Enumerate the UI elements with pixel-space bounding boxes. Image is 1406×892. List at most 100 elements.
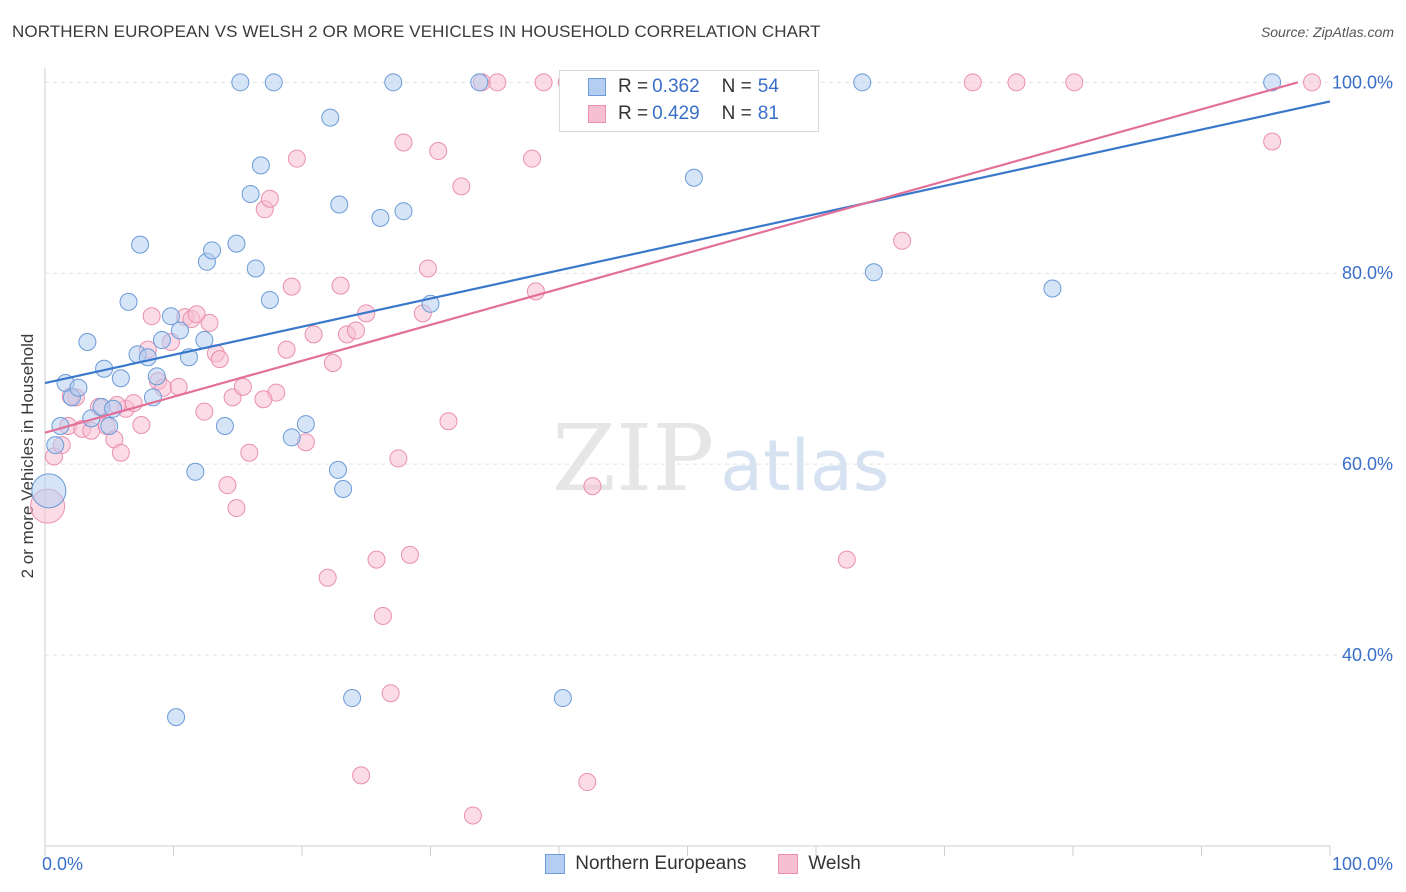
point-northern-europeans — [215, 416, 234, 435]
point-northern-europeans — [147, 367, 166, 386]
point-welsh — [111, 443, 130, 462]
point-welsh — [488, 73, 507, 92]
point-northern-europeans — [161, 307, 180, 326]
point-northern-europeans — [394, 202, 413, 221]
point-welsh — [218, 476, 237, 495]
stats-row-northern-europeans: R = 0.362 N = 54 — [560, 74, 779, 100]
point-northern-europeans — [241, 185, 260, 204]
point-welsh — [381, 684, 400, 703]
y-tick-label: 60.0% — [1342, 454, 1393, 474]
point-northern-europeans — [251, 156, 270, 175]
point-northern-europeans — [1043, 279, 1062, 298]
n-value: 54 — [757, 76, 779, 97]
point-northern-europeans — [321, 108, 340, 127]
legend-item-northern-europeans[interactable]: Northern Europeans — [545, 853, 746, 875]
point-northern-europeans — [334, 479, 353, 498]
x-tick-label: 100.0% — [1332, 854, 1393, 874]
y-tick-label: 100.0% — [1332, 72, 1393, 92]
point-northern-europeans — [131, 235, 150, 254]
point-welsh — [323, 353, 342, 372]
point-northern-europeans — [167, 708, 186, 727]
point-northern-europeans — [384, 73, 403, 92]
point-welsh — [429, 142, 448, 161]
chart-title: NORTHERN EUROPEAN VS WELSH 2 OR MORE VEH… — [12, 22, 821, 41]
point-welsh — [367, 550, 386, 569]
stats-swatch-pink — [588, 105, 606, 123]
point-welsh — [331, 276, 350, 295]
point-welsh — [400, 545, 419, 564]
watermark-atlas: atlas — [720, 425, 890, 507]
point-welsh — [893, 231, 912, 250]
point-welsh — [523, 149, 542, 168]
point-welsh — [439, 412, 458, 431]
point-northern-europeans — [152, 331, 171, 350]
point-northern-europeans — [227, 234, 246, 253]
point-northern-europeans — [853, 73, 872, 92]
watermark-zip: ZIP — [552, 405, 715, 512]
n-label: N = — [721, 76, 752, 97]
n-label: N = — [721, 103, 752, 124]
r-label: R = — [618, 103, 649, 124]
point-welsh — [187, 305, 206, 324]
point-northern-europeans — [296, 415, 315, 434]
point-northern-europeans — [170, 321, 189, 340]
point-welsh — [352, 766, 371, 785]
point-welsh — [240, 443, 259, 462]
point-northern-europeans — [100, 416, 119, 435]
stats-legend: R = 0.362 N = 54 R = 0.429 N = 81 — [559, 70, 819, 132]
point-welsh — [210, 350, 229, 369]
point-welsh — [1263, 132, 1282, 151]
point-welsh — [837, 550, 856, 569]
r-label: R = — [618, 76, 649, 97]
point-welsh — [200, 313, 219, 332]
chart-source: Source: ZipAtlas.com — [1260, 24, 1394, 40]
point-welsh — [142, 307, 161, 326]
point-welsh — [195, 402, 214, 421]
r-value: 0.362 — [652, 76, 700, 97]
point-northern-europeans — [470, 73, 489, 92]
point-welsh — [132, 416, 151, 435]
series-legend: Northern Europeans Welsh — [0, 851, 1406, 877]
watermark: ZIPatlas — [552, 405, 889, 512]
point-northern-europeans — [78, 332, 97, 351]
point-welsh — [346, 321, 365, 340]
point-northern-europeans — [328, 460, 347, 479]
point-northern-europeans — [1263, 73, 1282, 92]
stats-swatch-blue — [588, 78, 606, 96]
point-welsh — [389, 449, 408, 468]
point-welsh — [418, 259, 437, 278]
point-northern-europeans — [371, 208, 390, 227]
point-northern-europeans — [231, 73, 250, 92]
point-welsh — [534, 73, 553, 92]
point-northern-europeans — [246, 259, 265, 278]
point-welsh — [583, 477, 602, 496]
point-northern-europeans — [553, 689, 572, 708]
point-welsh — [304, 325, 323, 344]
legend-swatch-blue — [545, 854, 566, 874]
point-northern-europeans — [186, 462, 205, 481]
point-welsh — [318, 568, 337, 587]
point-welsh — [254, 390, 273, 409]
point-welsh — [373, 606, 392, 625]
y-tick-label: 80.0% — [1342, 263, 1393, 283]
point-welsh — [233, 377, 252, 396]
legend-item-welsh[interactable]: Welsh — [778, 853, 861, 875]
point-welsh — [227, 499, 246, 518]
point-welsh — [452, 177, 471, 196]
y-tick-label: 40.0% — [1342, 645, 1393, 665]
point-welsh — [1303, 73, 1322, 92]
point-welsh — [287, 149, 306, 168]
stats-row-welsh: R = 0.429 N = 81 — [560, 101, 779, 127]
point-northern-europeans — [264, 73, 283, 92]
trendline-northern-europeans — [44, 100, 1331, 385]
point-northern-europeans — [330, 195, 349, 214]
point-northern-europeans — [203, 241, 222, 260]
point-welsh — [282, 277, 301, 296]
point-welsh — [1065, 73, 1084, 92]
point-northern-europeans — [111, 369, 130, 388]
legend-label-northern-europeans: Northern Europeans — [575, 853, 747, 874]
point-northern-europeans — [282, 428, 301, 447]
point-northern-europeans — [138, 348, 157, 367]
point-northern-europeans — [119, 292, 138, 311]
